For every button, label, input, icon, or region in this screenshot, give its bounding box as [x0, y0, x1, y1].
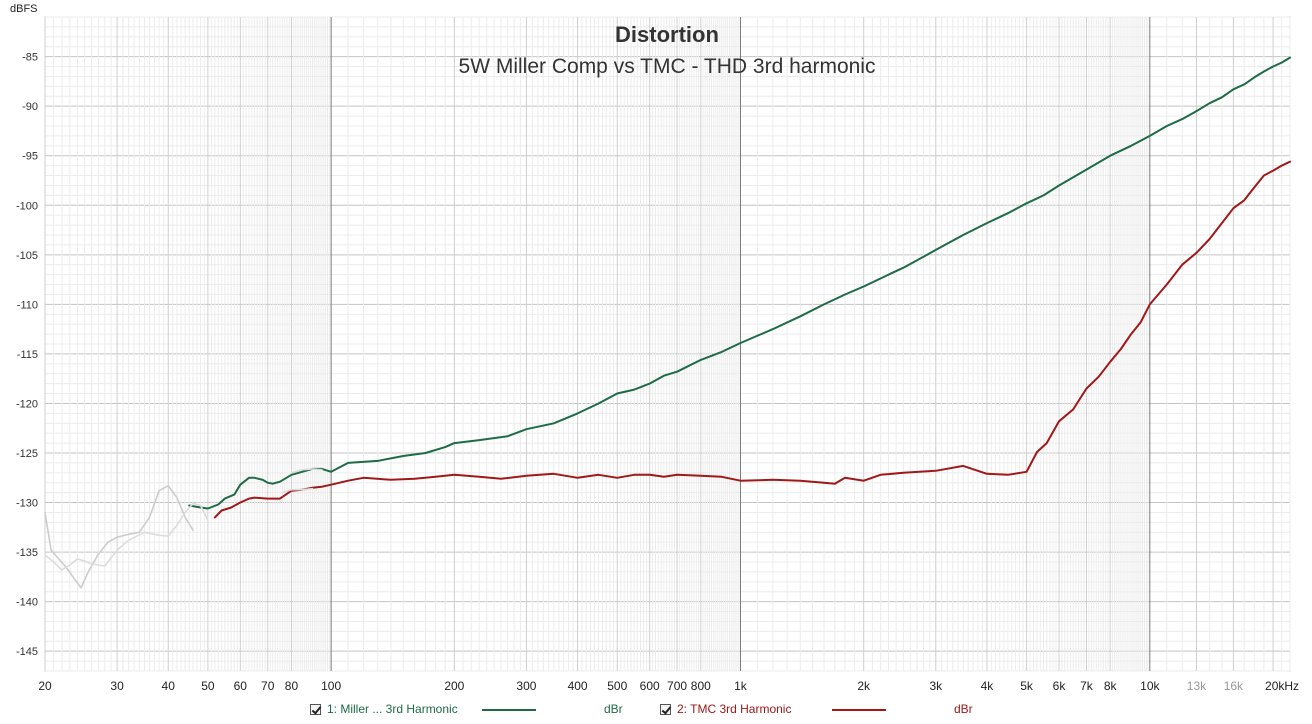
y-tick-label: -115	[17, 349, 38, 361]
x-tick-label: 3k	[929, 679, 943, 693]
x-tick-label: 60	[234, 679, 248, 693]
x-tick-label: 70	[261, 679, 275, 693]
series-group	[44, 56, 1291, 589]
y-axis-label: dBFS	[10, 3, 38, 15]
distortion-chart: -85 -90 -95 -100 -105 -110 -115 -120 -125 -130 -13…	[10, 3, 1299, 693]
grid	[44, 16, 1291, 672]
x-tick-label: 50	[201, 679, 215, 693]
chart-title: Distortion	[615, 22, 719, 47]
series-line-faded-4	[44, 502, 209, 571]
checkbox-icon[interactable]	[660, 703, 671, 715]
y-tick-label: -140	[16, 597, 38, 609]
x-tick-label: 40	[162, 679, 176, 693]
y-tick-label: -145	[16, 646, 38, 658]
y-tick-label: -135	[16, 547, 38, 559]
legend-item-tmc[interactable]: 2: TMC 3rd Harmonic	[660, 702, 791, 716]
x-tick-label: 80	[285, 679, 299, 693]
y-tick-label: -105	[16, 250, 38, 262]
series-line-faded-5	[290, 468, 323, 474]
x-tick-label: 7k	[1080, 679, 1094, 693]
x-tick-label: 300	[516, 679, 536, 693]
x-tick-label: 16k	[1224, 679, 1244, 693]
x-tick-label: 5k	[1020, 679, 1034, 693]
series-line-faded-3	[44, 484, 194, 589]
legend-swatch-tmc	[832, 709, 886, 711]
x-tick-label: 13k	[1187, 679, 1207, 693]
x-tick-label: 200	[444, 679, 464, 693]
x-tick-label: 6k	[1053, 679, 1067, 693]
x-tick-label: 10k	[1140, 679, 1160, 693]
y-tick-label: -85	[22, 52, 38, 64]
legend-label-tmc: 2: TMC 3rd Harmonic	[677, 702, 792, 716]
y-tick-label: -95	[22, 151, 38, 163]
y-tick-label: -90	[22, 101, 38, 113]
y-tick-label: -125	[16, 448, 38, 460]
series-line-1	[188, 56, 1291, 510]
x-tick-label: 700	[667, 679, 687, 693]
x-tick-label: 500	[607, 679, 627, 693]
series-line-2	[213, 160, 1291, 519]
x-tick-label: 600	[640, 679, 660, 693]
x-tick-label: 1k	[734, 679, 748, 693]
legend-item-miller[interactable]: 1: Miller ... 3rd Harmonic	[310, 702, 458, 716]
tick-labels: -85 -90 -95 -100 -105 -110 -115 -120 -125 -130 -13…	[16, 52, 1299, 693]
y-tick-label: -130	[16, 498, 38, 510]
y-tick-label: -110	[17, 299, 38, 311]
y-tick-label: -120	[16, 398, 38, 410]
x-tick-label: 8k	[1104, 679, 1118, 693]
x-tick-label: 20kHz	[1265, 679, 1299, 693]
y-tick-label: -100	[16, 200, 38, 212]
x-tick-label: 2k	[857, 679, 871, 693]
chart-subtitle: 5W Miller Comp vs TMC - THD 3rd harmonic	[459, 55, 876, 78]
x-tick-label: 4k	[981, 679, 995, 693]
x-tick-label: 20	[38, 679, 52, 693]
legend-label-miller: 1: Miller ... 3rd Harmonic	[327, 702, 458, 716]
legend-swatch-miller	[482, 709, 536, 711]
series-line-faded-6	[281, 487, 314, 494]
x-tick-label: 30	[110, 679, 124, 693]
x-tick-label: 100	[321, 679, 341, 693]
x-tick-label: 400	[568, 679, 588, 693]
legend-unit-miller: dBr	[604, 702, 623, 716]
x-tick-label: 800	[691, 679, 711, 693]
legend: 1: Miller ... 3rd Harmonic dBr 2: TMC 3r…	[0, 698, 1312, 722]
checkbox-icon[interactable]	[310, 703, 321, 715]
legend-unit-tmc: dBr	[954, 702, 973, 716]
